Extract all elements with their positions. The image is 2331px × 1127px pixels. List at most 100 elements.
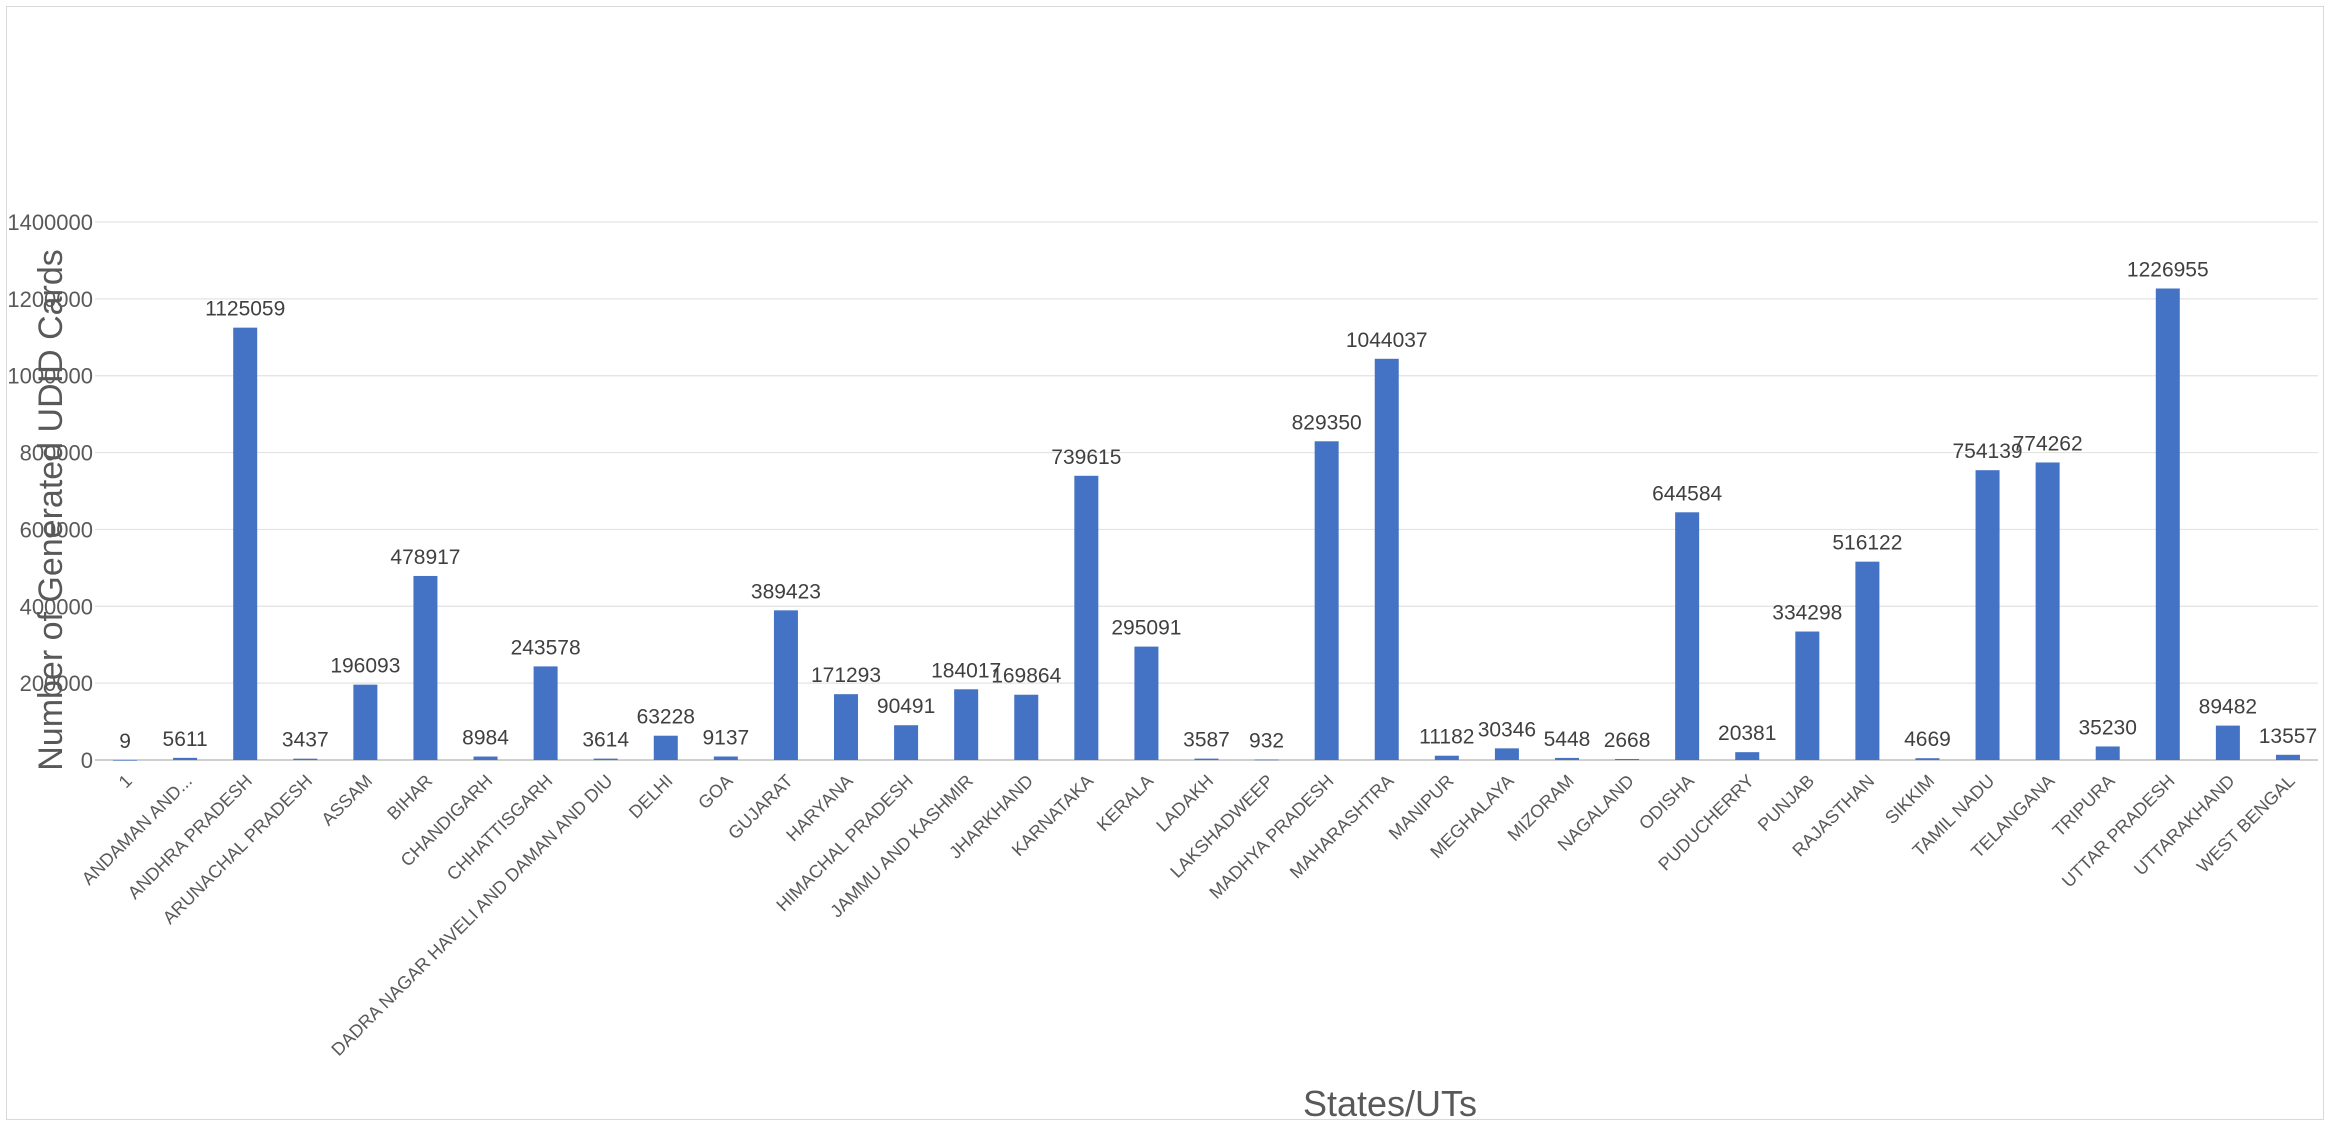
- data-label: 516122: [1832, 532, 1902, 555]
- y-tick-label: 800000: [20, 441, 93, 466]
- data-label: 295091: [1111, 617, 1181, 640]
- data-label: 3587: [1183, 729, 1230, 752]
- bar: [353, 684, 378, 760]
- data-label: 9137: [702, 726, 749, 749]
- data-label: 196093: [330, 655, 400, 678]
- x-tick-label: BIHAR: [383, 771, 436, 824]
- gridlines: [95, 221, 2318, 761]
- data-label: 739615: [1051, 446, 1121, 469]
- bar: [1554, 757, 1579, 760]
- y-tick-label: 600000: [20, 517, 93, 542]
- y-tick-label: 200000: [20, 671, 93, 696]
- bar: [1134, 646, 1159, 760]
- x-tick-label: KERALA: [1093, 771, 1157, 835]
- y-tick-label: 400000: [20, 594, 93, 619]
- data-label: 774262: [2013, 432, 2083, 455]
- bar: [593, 758, 618, 760]
- data-label: 243578: [511, 636, 581, 659]
- data-label: 1125059: [205, 298, 285, 321]
- bars: [113, 288, 2300, 761]
- data-label: 932: [1249, 730, 1284, 753]
- data-label: 11182: [1419, 726, 1474, 749]
- x-tick-label: CHHATTISGARH: [443, 771, 557, 885]
- data-label: 3437: [282, 729, 329, 752]
- bar: [2215, 725, 2240, 760]
- data-label: 184017: [931, 659, 1001, 682]
- x-tick-label: SIKKIM: [1881, 771, 1938, 828]
- y-tick-label: 1400000: [7, 210, 93, 235]
- data-label: 9: [119, 730, 131, 753]
- bar: [473, 756, 498, 760]
- bar: [653, 735, 678, 760]
- data-label: 35230: [2079, 716, 2137, 739]
- bar: [1434, 755, 1459, 760]
- data-label: 8984: [462, 727, 509, 750]
- bar: [173, 757, 198, 760]
- bar: [533, 666, 558, 760]
- data-label: 644584: [1652, 482, 1722, 505]
- data-label: 169864: [991, 665, 1061, 688]
- y-axis-title: Number of Generated UDID Cards: [32, 249, 70, 771]
- data-label: 754139: [1953, 440, 2023, 463]
- bar: [1855, 561, 1880, 760]
- bar: [1314, 441, 1339, 760]
- x-tick-label: DADRA NAGAR HAVELI AND DAMAN AND DIU: [327, 771, 616, 1060]
- bar: [2275, 754, 2300, 760]
- bar: [1254, 759, 1279, 761]
- data-label: 1226955: [2127, 258, 2209, 281]
- data-label: 829350: [1292, 411, 1362, 434]
- data-label: 89482: [2199, 696, 2257, 719]
- bar: [773, 610, 798, 760]
- bar: [1975, 470, 2000, 760]
- x-tick-label: MAHARASHTRA: [1286, 771, 1398, 883]
- y-axis-ticks: 0 200000 400000 600000 800000 1000000 1200000 1…: [7, 210, 93, 773]
- bar: [1675, 512, 1700, 760]
- data-label: 63228: [637, 706, 695, 729]
- x-tick-label: 1: [115, 771, 136, 792]
- data-label: 4669: [1904, 728, 1951, 751]
- data-label: 3614: [582, 729, 629, 752]
- x-tick-label: UTTAR PRADESH: [2058, 771, 2179, 892]
- bar: [834, 694, 859, 760]
- data-label: 5611: [163, 728, 208, 751]
- data-label: 5448: [1544, 728, 1591, 751]
- data-label: 90491: [877, 695, 935, 718]
- x-tick-label: ANDAMAN AND...: [78, 771, 196, 889]
- data-label: 2668: [1604, 729, 1651, 752]
- bar: [713, 756, 738, 760]
- bar: [1615, 758, 1640, 760]
- y-tick-label: 0: [81, 748, 93, 773]
- data-label: 389423: [751, 580, 821, 603]
- data-label: 334298: [1772, 602, 1842, 625]
- bar: [1194, 758, 1219, 760]
- data-label: 30346: [1478, 718, 1536, 741]
- bar: [2155, 288, 2180, 760]
- bar: [1795, 631, 1820, 760]
- x-tick-label: LAKSHADWEEP: [1166, 771, 1277, 882]
- bar: [1735, 752, 1760, 760]
- data-label: 1044037: [1346, 329, 1428, 352]
- bar: [1494, 748, 1519, 760]
- bar: [894, 725, 919, 760]
- data-label: 20381: [1718, 722, 1776, 745]
- data-label: 13557: [2259, 725, 2317, 748]
- x-tick-label: ODISHA: [1635, 771, 1698, 834]
- x-tick-label: GOA: [694, 771, 736, 813]
- bar: [2035, 462, 2060, 760]
- x-axis-title: States/UTs: [1303, 1083, 1477, 1124]
- y-tick-label: 1000000: [7, 364, 93, 389]
- x-tick-label: UTTARAKHAND: [2130, 771, 2239, 880]
- y-tick-label: 1200000: [7, 287, 93, 312]
- bar: [113, 759, 138, 761]
- data-label: 478917: [390, 546, 460, 569]
- bar: [1374, 358, 1399, 760]
- bar: [2095, 746, 2120, 760]
- bar: [1915, 758, 1940, 760]
- bar: [413, 575, 438, 760]
- x-tick-label: ASSAM: [317, 771, 376, 830]
- data-label: 171293: [811, 664, 881, 687]
- x-tick-label: DELHI: [625, 771, 677, 823]
- data-labels: 9 5611 1125059 3437 196093 478917 8984 243578 36…: [119, 258, 2317, 752]
